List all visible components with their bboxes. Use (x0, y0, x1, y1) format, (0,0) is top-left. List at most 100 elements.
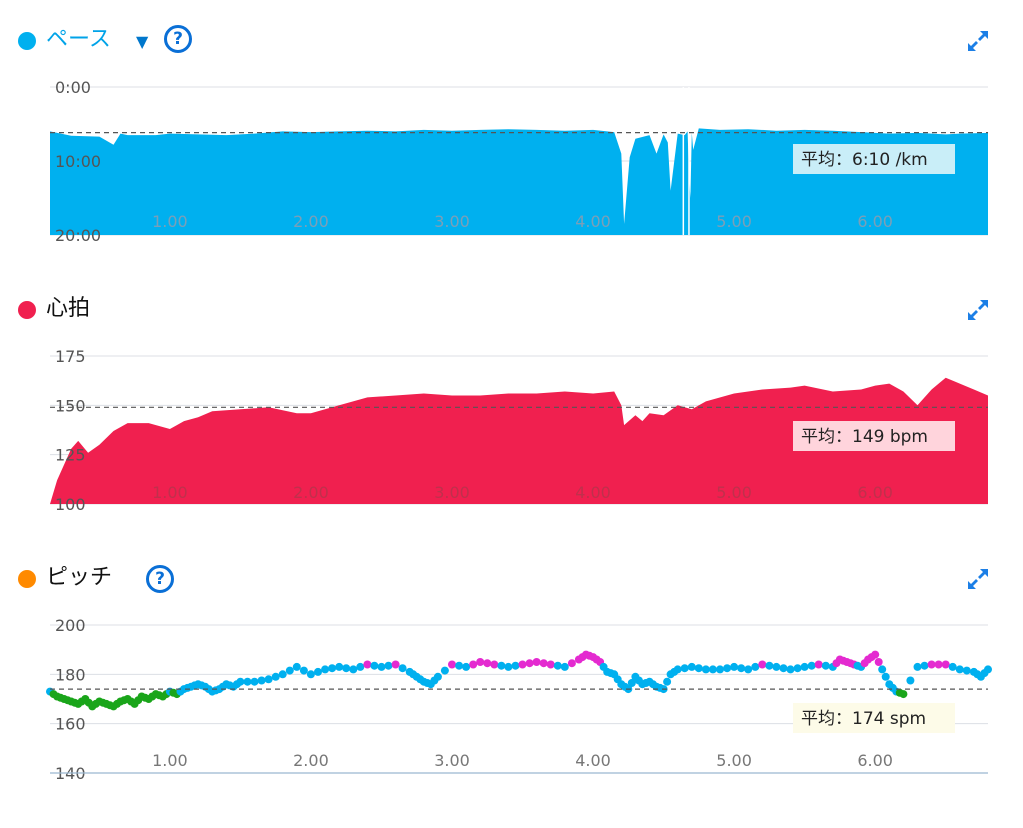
data-point (264, 675, 273, 684)
data-point (680, 664, 689, 673)
expand-arrows-icon[interactable] (965, 297, 991, 323)
data-point (737, 664, 746, 673)
average-label: 平均：6:10 /km (801, 150, 928, 170)
data-point (920, 661, 929, 670)
data-point (627, 679, 636, 687)
y-tick-label: 20:00 (55, 226, 101, 245)
average-label: 平均：149 bpm (801, 427, 928, 447)
data-point (469, 660, 478, 669)
data-point (800, 662, 809, 671)
data-point (285, 666, 294, 675)
pace-panel: ペース ▼ ? 0:00 10:00 20:00 1.00 2.00 3.00 4.00 5.… (0, 20, 1023, 250)
data-point (532, 658, 541, 666)
expand-arrows-icon[interactable] (965, 28, 991, 54)
data-point (342, 664, 351, 673)
data-point (440, 666, 449, 675)
data-point (821, 661, 830, 670)
data-point (807, 661, 816, 670)
data-point (941, 660, 950, 669)
data-point (751, 662, 760, 671)
x-tick-label: 3.00 (434, 751, 470, 770)
x-tick-label: 1.00 (152, 483, 188, 502)
x-tick-label: 1.00 (152, 212, 188, 231)
x-tick-label: 6.00 (857, 751, 893, 770)
data-point (730, 662, 739, 671)
data-point (955, 665, 964, 674)
data-point (948, 662, 957, 671)
data-point (483, 659, 492, 668)
data-point (663, 677, 672, 686)
x-tick-label: 3.00 (434, 212, 470, 231)
data-point (462, 662, 471, 671)
data-point (874, 658, 883, 666)
cadence-title: ピッチ (46, 565, 113, 590)
data-point (398, 664, 407, 673)
average-label: 平均：174 spm (801, 709, 926, 729)
data-point (321, 665, 330, 674)
x-tick-label: 2.00 (293, 483, 329, 502)
data-point (370, 661, 379, 670)
pace-title[interactable]: ペース (46, 27, 111, 52)
data-point (455, 661, 464, 670)
question-circle-icon[interactable]: ? (164, 25, 192, 53)
data-point (306, 670, 315, 679)
data-point (299, 666, 308, 675)
question-circle-icon[interactable]: ? (146, 565, 174, 593)
y-tick-label: 160 (55, 715, 86, 734)
data-point (511, 661, 520, 670)
data-point (363, 660, 372, 669)
data-point (927, 660, 936, 669)
average-label-box (793, 703, 955, 733)
data-point (899, 690, 908, 699)
data-point (518, 660, 527, 669)
data-point (314, 667, 322, 676)
average-label-box (793, 421, 955, 451)
heart-rate-panel: 心拍 175 150 125 100 1.00 2.00 3.00 4.00 5.00 6.00 平… (0, 289, 1023, 519)
data-point (553, 661, 562, 670)
data-point (377, 662, 386, 671)
x-tick-label: 4.00 (575, 212, 611, 231)
x-tick-label: 4.00 (575, 483, 611, 502)
y-tick-label: 10:00 (55, 152, 101, 171)
cadence-panel: ピッチ ? 200 180 160 140 1.00 2.00 3.00 4.00 5.00 6.… (0, 558, 1023, 808)
data-point (356, 662, 365, 671)
data-point (335, 662, 344, 671)
expand-arrows-icon[interactable] (965, 566, 991, 592)
x-tick-label: 2.00 (293, 751, 329, 770)
data-point (497, 661, 506, 670)
heart-rate-legend-dot (18, 301, 36, 319)
y-tick-label: 150 (55, 396, 86, 415)
cadence-header: ピッチ ? (0, 558, 1023, 598)
data-point (786, 665, 795, 674)
pace-chart[interactable]: 0:00 10:00 20:00 1.00 2.00 3.00 4.00 5.00 6.00 平均… (0, 60, 1023, 280)
data-point (962, 666, 971, 675)
data-point (716, 665, 724, 674)
cadence-legend-dot (18, 570, 36, 588)
data-point (814, 660, 823, 669)
data-point (292, 662, 301, 671)
x-tick-label: 1.00 (152, 751, 188, 770)
data-point (881, 672, 890, 681)
heart_rate-area (50, 377, 988, 504)
caret-down-icon[interactable]: ▼ (136, 32, 149, 51)
average-label-box (793, 144, 955, 174)
data-point (504, 662, 513, 671)
data-point (539, 659, 548, 668)
data-point (694, 664, 703, 673)
x-tick-label: 2.00 (293, 212, 329, 231)
data-point (328, 664, 337, 673)
heart-rate-chart[interactable]: 175 150 125 100 1.00 2.00 3.00 4.00 5.00 6.00 平均：1… (0, 329, 1023, 549)
x-tick-label: 4.00 (575, 751, 611, 770)
data-point (913, 662, 922, 671)
data-point (723, 664, 732, 673)
data-point (525, 659, 534, 668)
x-tick-label: 5.00 (716, 751, 752, 770)
x-tick-label: 5.00 (716, 212, 752, 231)
data-point (243, 677, 252, 686)
data-point (744, 665, 753, 674)
data-point (871, 650, 880, 659)
data-point (765, 661, 774, 670)
y-tick-label: 0:00 (55, 78, 91, 97)
x-tick-label: 6.00 (857, 483, 893, 502)
